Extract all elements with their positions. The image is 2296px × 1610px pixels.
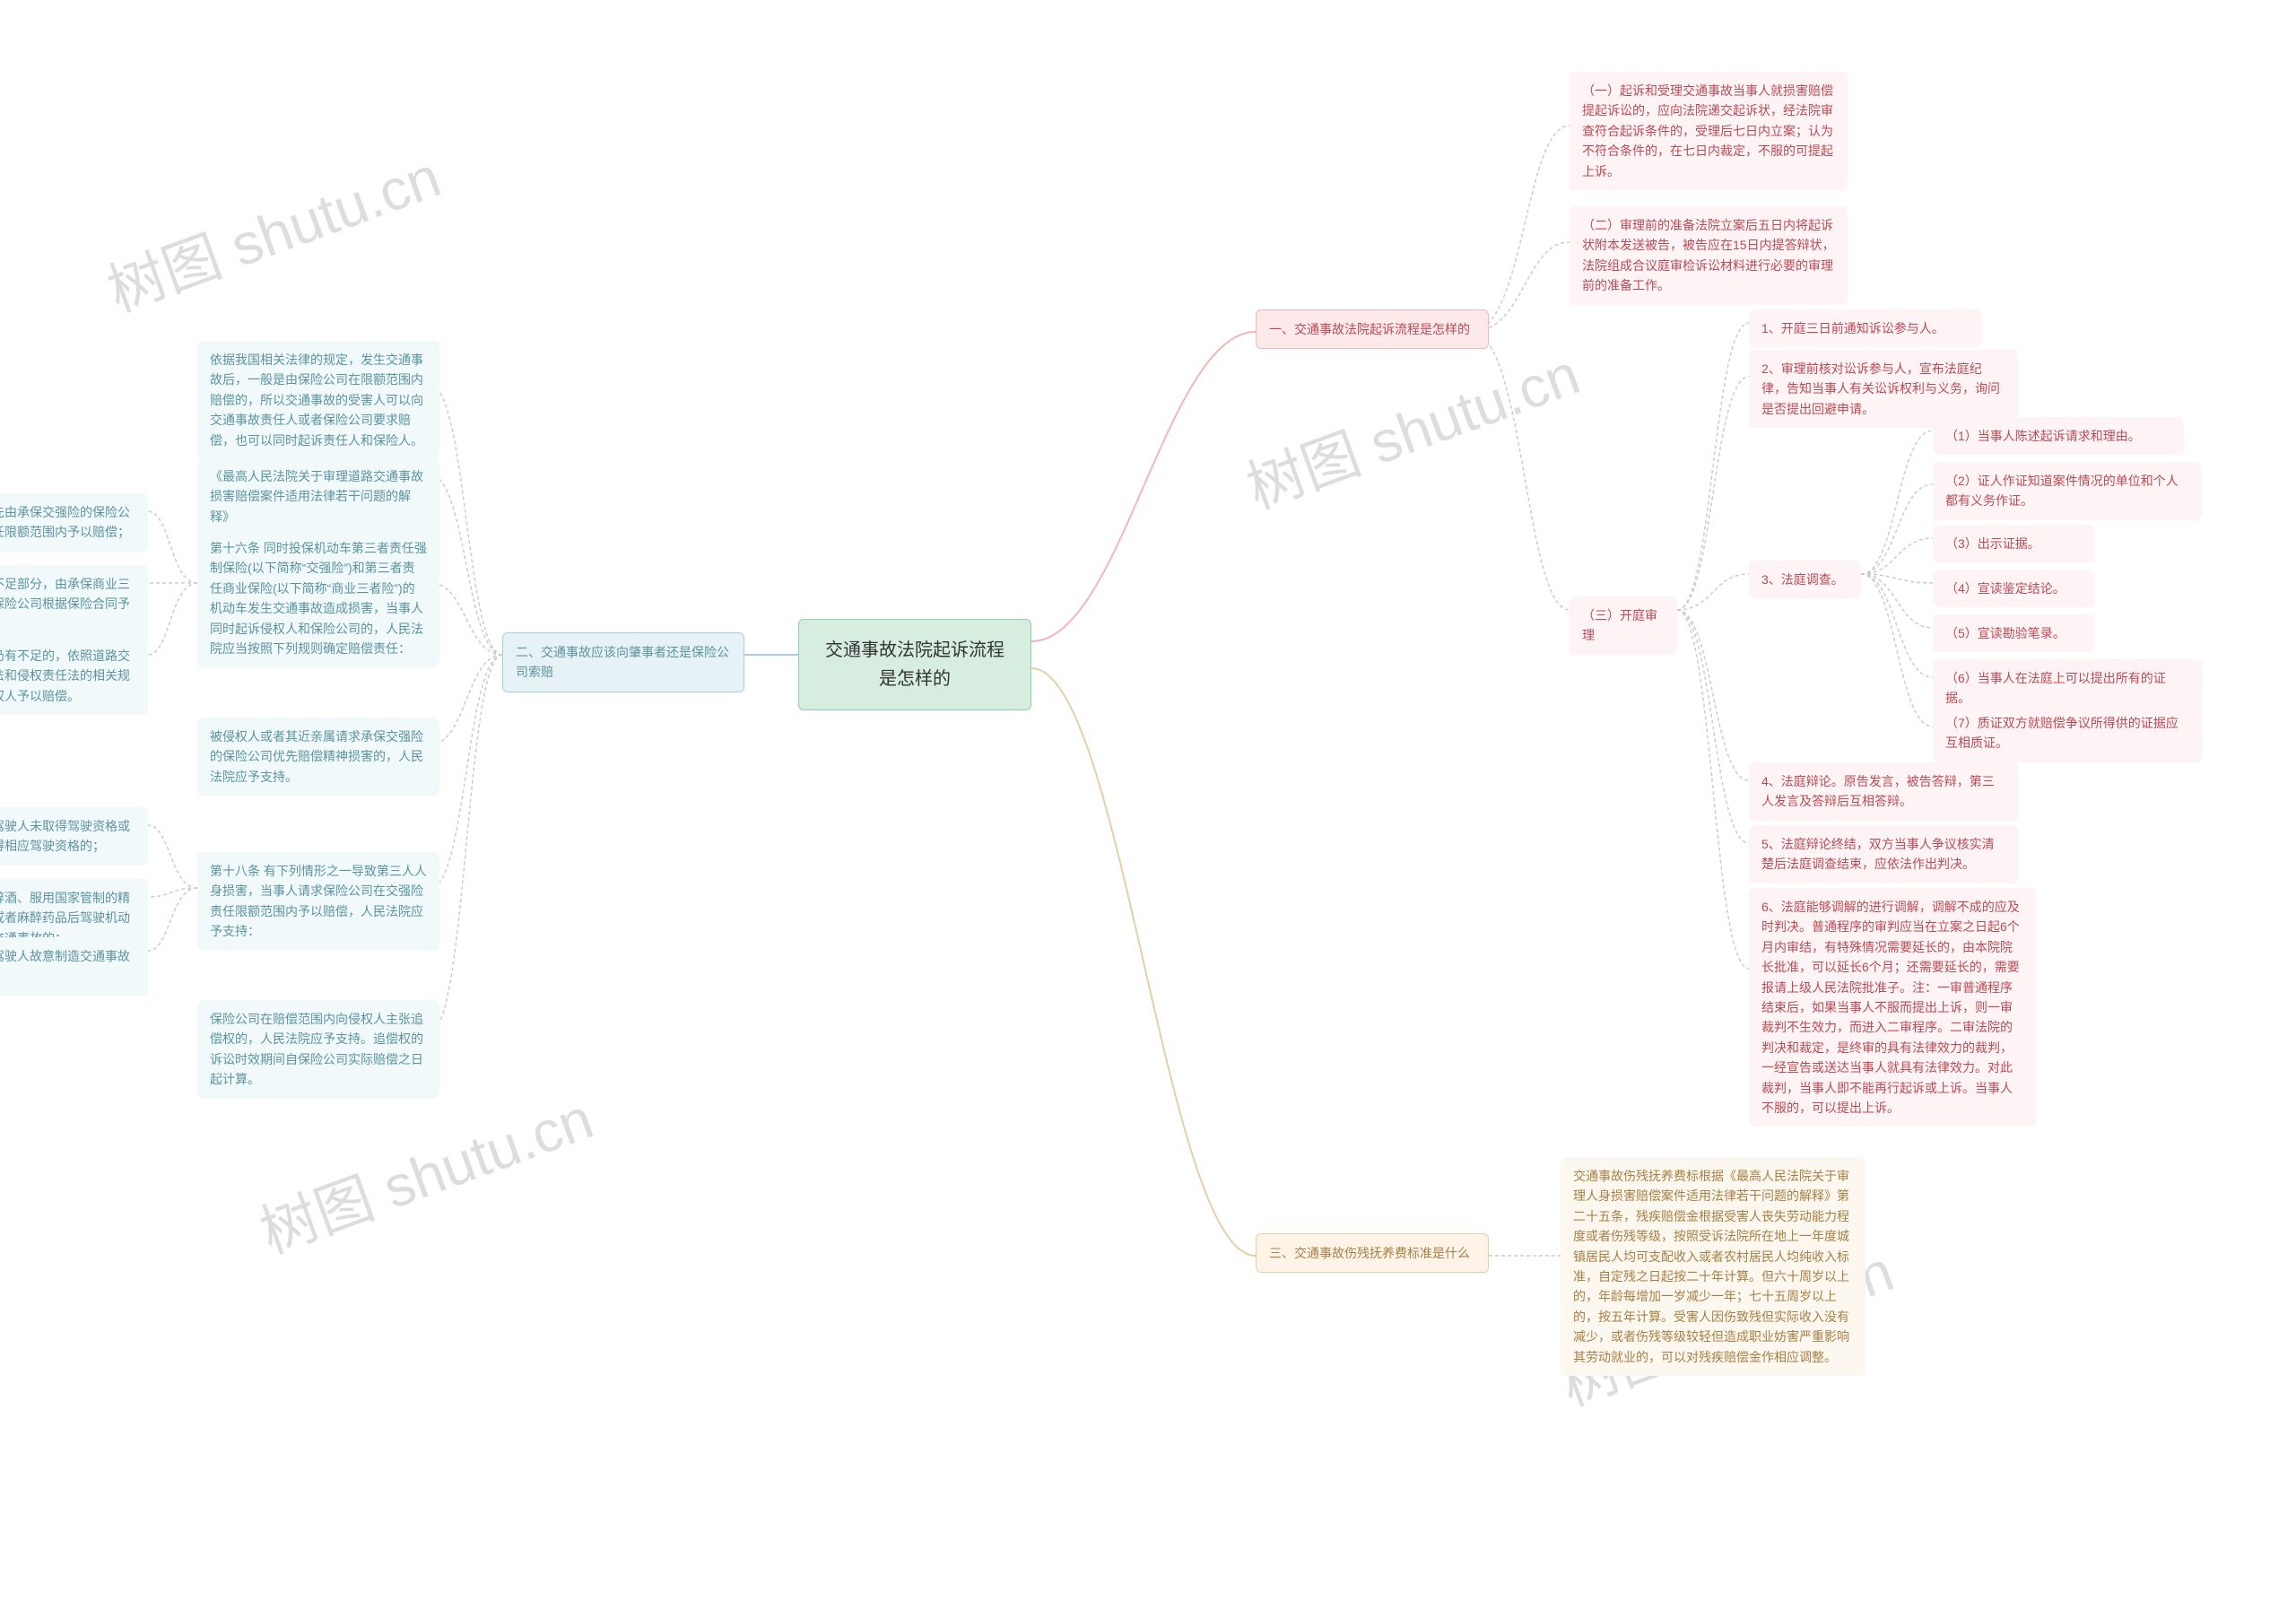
branch-2-p3-s3: （三）仍有不足的，依照道路交通安全法和侵权责任法的相关规定由侵权人予以赔偿。 xyxy=(0,637,148,715)
branch-1-c3-i5: 5、法庭辩论终结，双方当事人争议核实清楚后法庭调查结束，应依法作出判决。 xyxy=(1749,825,2018,883)
branch-2-p3-s1: （一）先由承保交强险的保险公司在责任限额范围内予以赔偿； xyxy=(0,493,148,552)
branch-1-title: 一、交通事故法院起诉流程是怎样的 xyxy=(1256,309,1489,349)
branch-1-c3-i3-s4: （4）宣读鉴定结论。 xyxy=(1933,570,2094,607)
branch-1-c3-i3-s5: （5）宣读勘验笔录。 xyxy=(1933,614,2094,652)
branch-1-c3-i3: 3、法庭调查。 xyxy=(1749,561,1861,598)
branch-1-c3-i3-s2: （2）证人作证知道案件情况的单位和个人都有义务作证。 xyxy=(1933,462,2202,520)
branch-2-p5-s3: （三）驾驶人故意制造交通事故的。 xyxy=(0,937,148,996)
branch-2-p4: 被侵权人或者其近亲属请求承保交强险的保险公司优先赔偿精神损害的，人民法院应予支持… xyxy=(197,718,439,796)
branch-2-p6: 保险公司在赔偿范围内向侵权人主张追偿权的，人民法院应予支持。追偿权的诉讼时效期间… xyxy=(197,1000,439,1099)
branch-1-c3-i1: 1、开庭三日前通知诉讼参与人。 xyxy=(1749,309,1982,347)
branch-1-c3-i6: 6、法庭能够调解的进行调解，调解不成的应及时判决。普通程序的审判应当在立案之日起… xyxy=(1749,888,2036,1127)
branch-1-c3-i3-s3: （3）出示证据。 xyxy=(1933,525,2094,562)
branch-1-c3-i3-s7: （7）质证双方就赔偿争议所得供的证据应互相质证。 xyxy=(1933,704,2202,762)
branch-2-p5-s1: （一）驾驶人未取得驾驶资格或者未取得相应驾驶资格的； xyxy=(0,807,148,866)
branch-1-c1: （一）起诉和受理交通事故当事人就损害赔偿提起诉讼的，应向法院递交起诉状，经法院审… xyxy=(1570,72,1848,190)
watermark: 树图 shutu.cn xyxy=(248,1073,603,1269)
branch-2-p2: 《最高人民法院关于审理道路交通事故损害赔偿案件适用法律若干问题的解释》 xyxy=(197,457,439,535)
branch-1-c2: （二）审理前的准备法院立案后五日内将起诉状附本发送被告，被告应在15日内提答辩状… xyxy=(1570,206,1848,305)
mindmap-root: 交通事故法院起诉流程是怎样的 xyxy=(798,619,1031,710)
branch-1-c3-i3-s1: （1）当事人陈述起诉请求和理由。 xyxy=(1933,417,2184,455)
branch-2-p1: 依据我国相关法律的规定，发生交通事故后，一般是由保险公司在限额范围内赔偿的，所以… xyxy=(197,341,439,459)
branch-2-p5: 第十八条 有下列情形之一导致第三人人身损害，当事人请求保险公司在交强险责任限额范… xyxy=(197,852,439,951)
branch-3-title: 三、交通事故伤残抚养费标准是什么 xyxy=(1256,1233,1489,1273)
branch-1-c3-i4: 4、法庭辩论。原告发言，被告答辩，第三人发言及答辩后互相答辩。 xyxy=(1749,762,2018,821)
watermark: 树图 shutu.cn xyxy=(1234,328,1589,525)
branch-1-c3: （三）开庭审理 xyxy=(1570,596,1677,655)
branch-2-title: 二、交通事故应该向肇事者还是保险公司索赔 xyxy=(502,632,744,692)
branch-3-body: 交通事故伤残抚养费标根据《最高人民法院关于审理人身损害赔偿案件适用法律若干问题的… xyxy=(1561,1157,1866,1376)
watermark: 树图 shutu.cn xyxy=(95,131,450,327)
branch-2-p3: 第十六条 同时投保机动车第三者责任强制保险(以下简称“交强险”)和第三者责任商业… xyxy=(197,529,439,667)
branch-2-p3-s2: （二）不足部分，由承保商业三者险的保险公司根据保险合同予以赔偿； xyxy=(0,565,148,643)
